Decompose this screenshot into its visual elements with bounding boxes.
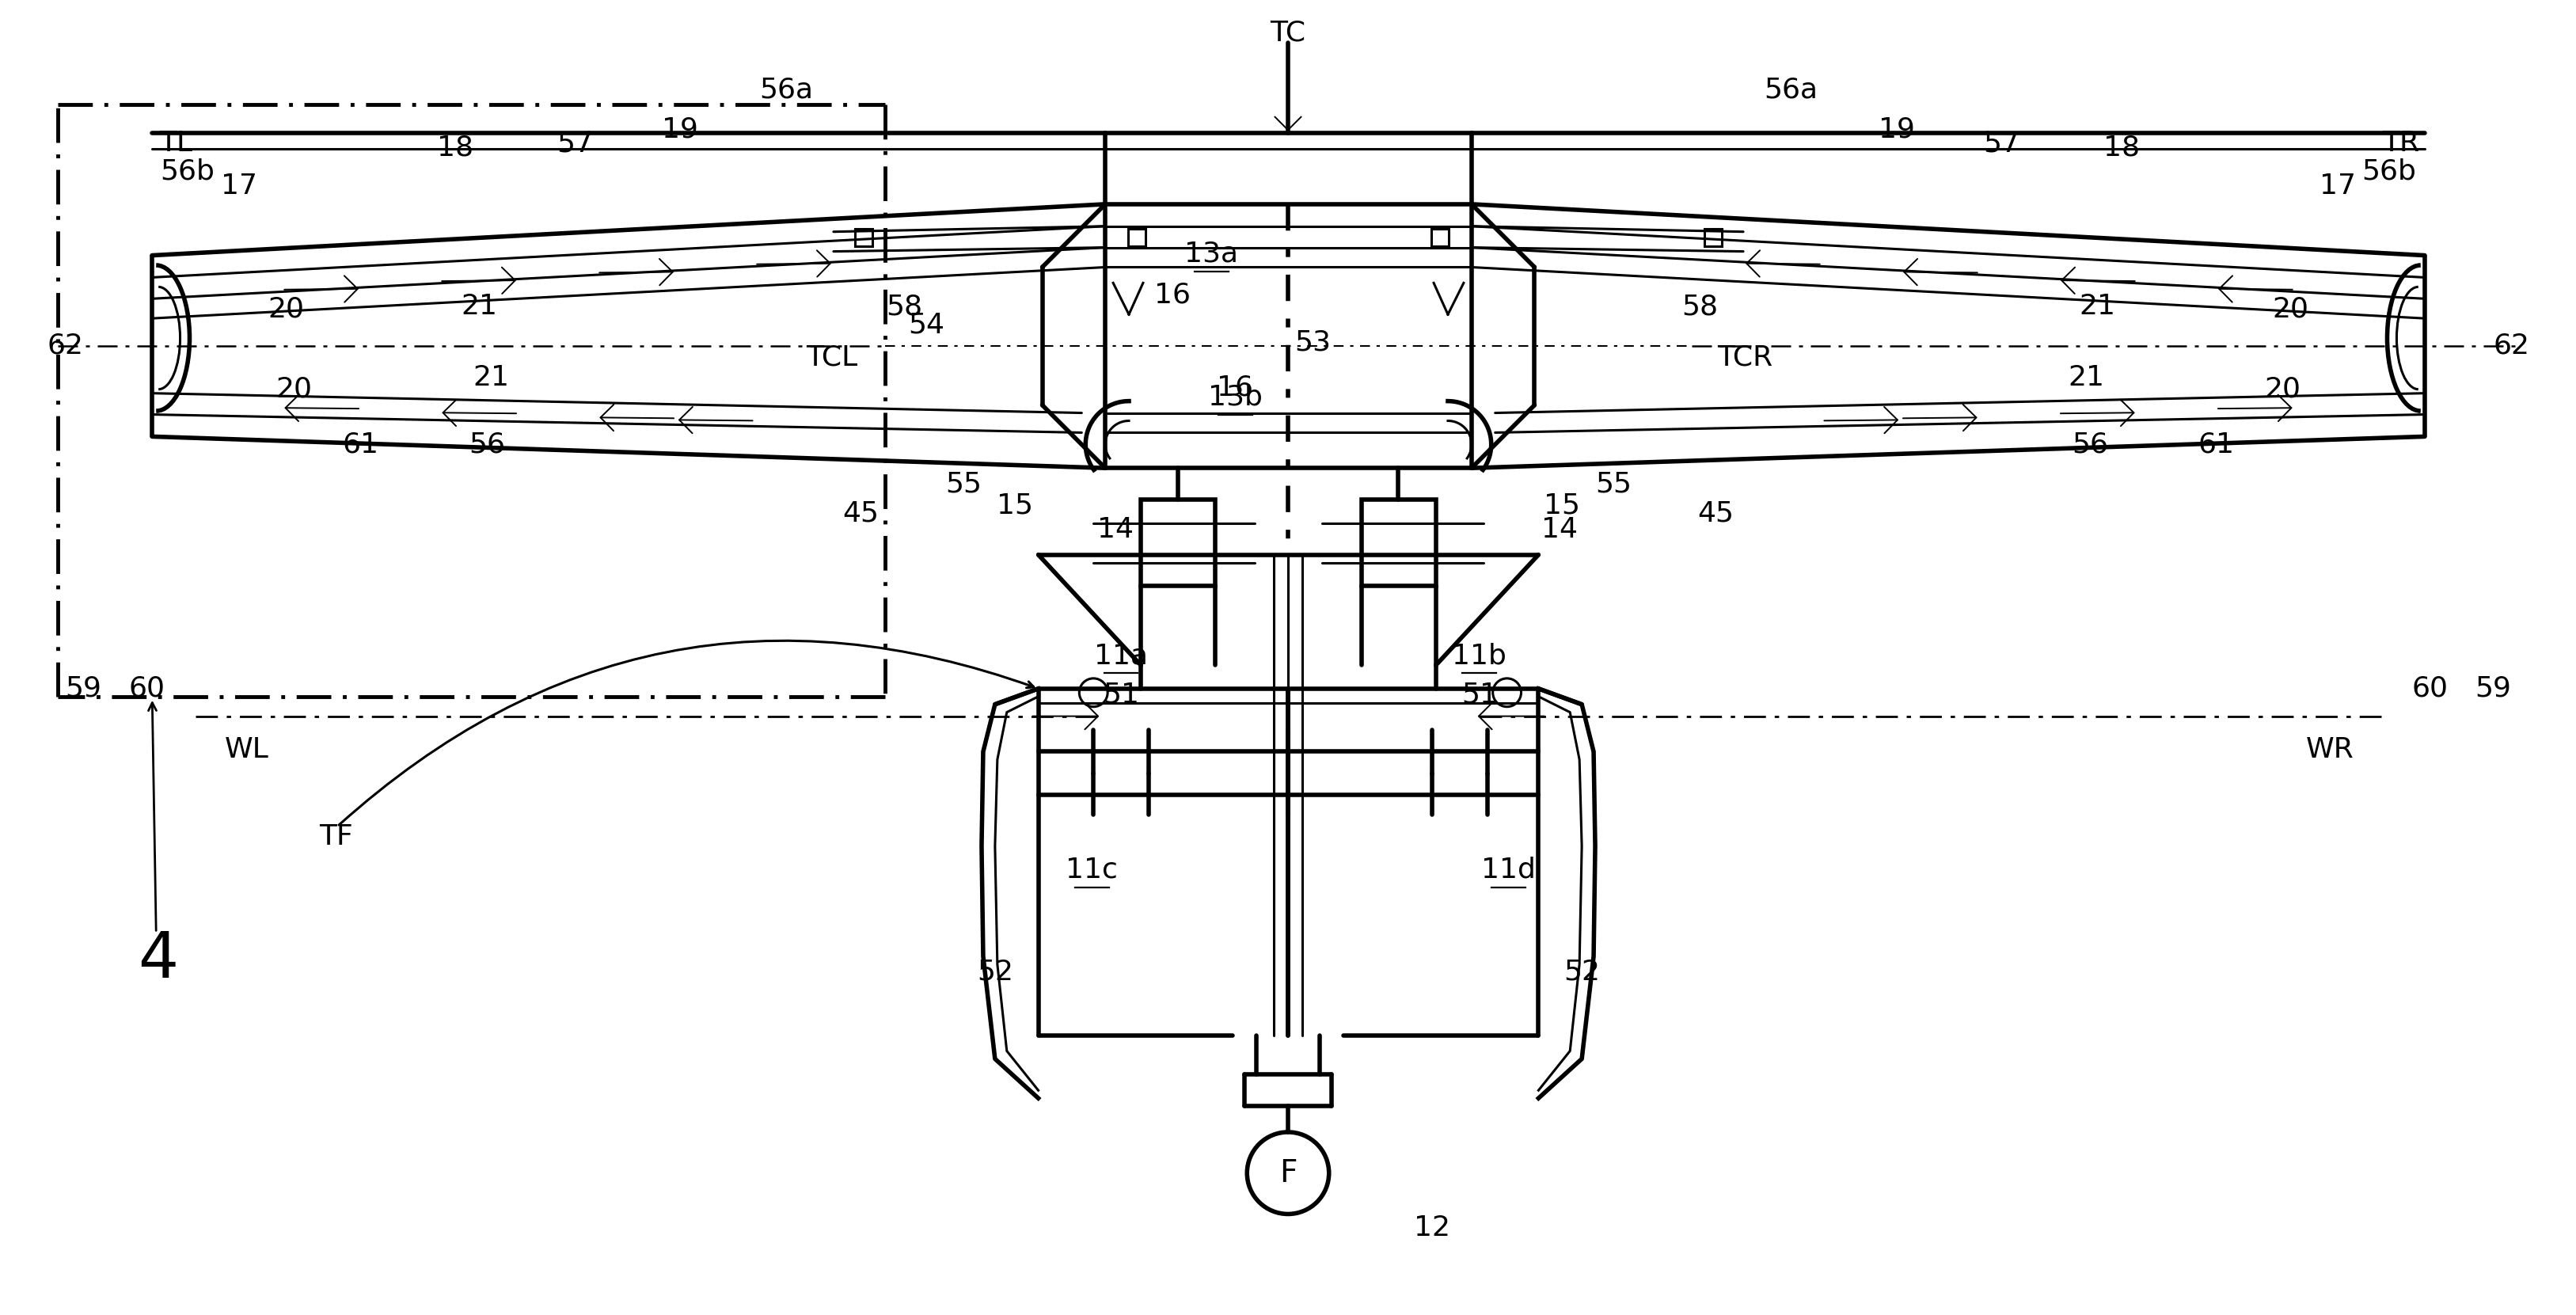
Bar	[1360, 500, 1435, 586]
Text: 61: 61	[2197, 431, 2233, 458]
Text: 58: 58	[886, 293, 922, 320]
Text: 17: 17	[2318, 172, 2354, 200]
Bar	[1141, 500, 1216, 586]
Text: WR: WR	[2306, 736, 2354, 764]
Text: 15: 15	[1543, 492, 1579, 519]
Text: 16: 16	[1154, 281, 1190, 308]
Text: WL: WL	[224, 736, 268, 764]
Text: 13b: 13b	[1208, 384, 1262, 410]
Text: 56: 56	[2071, 431, 2107, 458]
Text: 12: 12	[1414, 1215, 1450, 1241]
Text: TCL: TCL	[806, 345, 858, 371]
Text: TCR: TCR	[1716, 345, 1772, 371]
Circle shape	[1079, 679, 1108, 706]
Text: 11c: 11c	[1066, 856, 1118, 884]
Text: 13a: 13a	[1185, 241, 1239, 267]
Text: 56b: 56b	[160, 158, 214, 184]
Text: 45: 45	[842, 500, 878, 527]
Text: 11b: 11b	[1453, 642, 1507, 669]
Text: 14: 14	[1097, 515, 1133, 543]
Text: 60: 60	[2411, 675, 2447, 702]
Text: 45: 45	[1698, 500, 1734, 527]
Text: 53: 53	[1293, 329, 1329, 355]
Text: TC: TC	[1270, 20, 1306, 47]
Text: 56b: 56b	[2362, 158, 2416, 184]
Text: 57: 57	[1984, 130, 2020, 156]
Text: 56a: 56a	[760, 76, 814, 104]
Text: 15: 15	[997, 492, 1033, 519]
Text: 19: 19	[1878, 116, 1914, 143]
Text: TR: TR	[2383, 130, 2419, 156]
Text: 17: 17	[222, 172, 258, 200]
Text: 55: 55	[1595, 471, 1631, 497]
Text: 52: 52	[1564, 959, 1600, 986]
Text: TF: TF	[319, 823, 353, 851]
Text: 60: 60	[129, 675, 165, 702]
Text: 21: 21	[461, 293, 497, 320]
Text: 51: 51	[1103, 681, 1139, 709]
Circle shape	[1492, 679, 1520, 706]
Text: 20: 20	[2272, 296, 2308, 322]
Text: 51: 51	[1461, 681, 1497, 709]
Text: 4: 4	[137, 930, 178, 992]
Text: 54: 54	[907, 312, 945, 338]
Bar	[1128, 229, 1146, 246]
Text: 57: 57	[556, 130, 592, 156]
Text: 62: 62	[2491, 333, 2530, 359]
Text: 21: 21	[2066, 364, 2105, 391]
Text: F: F	[1278, 1159, 1296, 1189]
Text: TL: TL	[160, 130, 193, 156]
Text: 18: 18	[2102, 134, 2138, 160]
Bar	[1430, 229, 1448, 246]
Bar	[855, 229, 871, 246]
Text: 59: 59	[2473, 675, 2512, 702]
Text: 19: 19	[662, 116, 698, 143]
Circle shape	[1247, 1132, 1329, 1214]
Text: 20: 20	[268, 296, 304, 322]
Text: 21: 21	[2079, 293, 2115, 320]
Text: 16: 16	[1216, 375, 1252, 401]
Bar	[1705, 229, 1721, 246]
Text: 56: 56	[469, 431, 505, 458]
Text: 55: 55	[945, 471, 981, 497]
Text: 14: 14	[1540, 515, 1577, 543]
Text: 59: 59	[64, 675, 103, 702]
Text: 18: 18	[438, 134, 474, 160]
Text: 11a: 11a	[1095, 642, 1146, 669]
Text: 56a: 56a	[1762, 76, 1816, 104]
Text: 58: 58	[1682, 293, 1718, 320]
Text: 20: 20	[276, 376, 312, 402]
Text: 61: 61	[343, 431, 379, 458]
Text: 20: 20	[2264, 376, 2300, 402]
Text: 21: 21	[471, 364, 510, 391]
Text: 62: 62	[46, 333, 85, 359]
Text: 11d: 11d	[1481, 856, 1535, 884]
Text: 52: 52	[976, 959, 1012, 986]
